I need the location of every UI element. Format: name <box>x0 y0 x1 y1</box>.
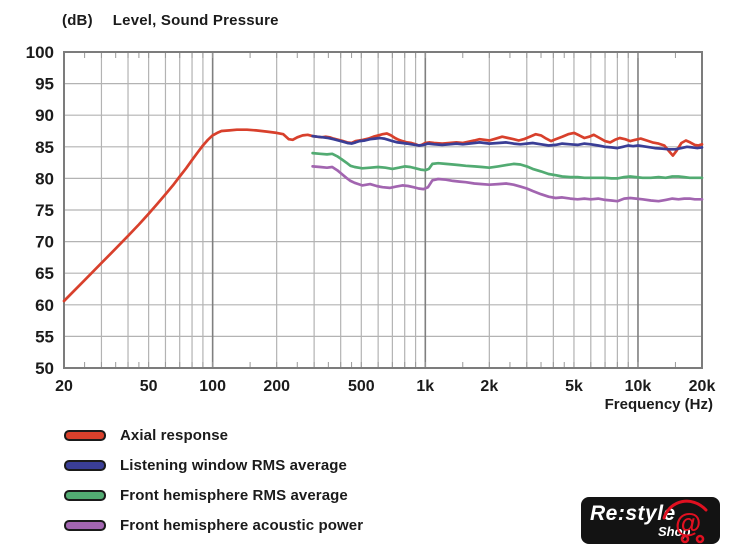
x-tick-label: 20 <box>55 378 73 395</box>
legend-item: Axial response <box>64 427 363 444</box>
legend-label: Listening window RMS average <box>120 457 348 474</box>
x-tick-label: 100 <box>199 378 226 395</box>
x-tick-label: 1k <box>416 378 434 395</box>
x-tick-label: 500 <box>348 378 375 395</box>
x-tick-label: 10k <box>625 378 652 395</box>
y-tick-label: 60 <box>35 296 54 315</box>
legend-swatch-1 <box>64 460 106 471</box>
y-tick-label: 85 <box>35 138 54 157</box>
plot-frame <box>63 51 703 369</box>
svg-text:@: @ <box>675 508 701 538</box>
legend-item: Front hemisphere acoustic power <box>64 517 363 534</box>
shopping-cart-at-icon: @ <box>662 499 708 544</box>
legend-label: Front hemisphere acoustic power <box>120 517 364 534</box>
y-tick-label: 90 <box>35 106 54 125</box>
curve-listening-window-rms-average <box>311 134 704 151</box>
x-tick-label: 5k <box>565 378 583 395</box>
legend-label: Axial response <box>120 427 229 444</box>
logo-text-primary: Re:style <box>590 502 676 525</box>
chart-title: (dB) Level, Sound Pressure <box>62 12 279 29</box>
x-tick-label: 200 <box>263 378 290 395</box>
restyle-shop-logo: Re:style Shop @ <box>581 497 720 544</box>
x-tick-label: 20k <box>689 378 716 395</box>
y-tick-label: 75 <box>35 201 54 220</box>
x-tick-label: 2k <box>480 378 498 395</box>
legend-item: Front hemisphere RMS average <box>64 487 363 504</box>
curve-axial-response <box>62 128 704 303</box>
legend-swatch-0 <box>64 430 106 441</box>
x-axis-label: Frequency (Hz) <box>604 396 713 413</box>
chart-unit-label: (dB) <box>62 12 93 29</box>
y-tick-label: 100 <box>26 43 54 62</box>
legend-item: Listening window RMS average <box>64 457 363 474</box>
legend-label: Front hemisphere RMS average <box>120 487 348 504</box>
y-tick-label: 65 <box>35 264 54 283</box>
chart-title-text: Level, Sound Pressure <box>112 12 279 29</box>
y-tick-label: 70 <box>35 233 54 252</box>
curve-front-hemisphere-rms-average <box>311 151 704 180</box>
y-tick-label: 80 <box>35 169 54 188</box>
y-tick-label: 55 <box>35 327 54 346</box>
y-tick-label: 95 <box>35 75 54 94</box>
logo-text-secondary: Shop <box>658 524 691 539</box>
y-tick-label: 50 <box>35 359 54 378</box>
x-tick-label: 50 <box>140 378 158 395</box>
legend-swatch-2 <box>64 490 106 501</box>
legend: Axial response Listening window RMS avera… <box>64 427 363 534</box>
curve-front-hemisphere-acoustic-power <box>311 165 704 203</box>
legend-swatch-3 <box>64 520 106 531</box>
